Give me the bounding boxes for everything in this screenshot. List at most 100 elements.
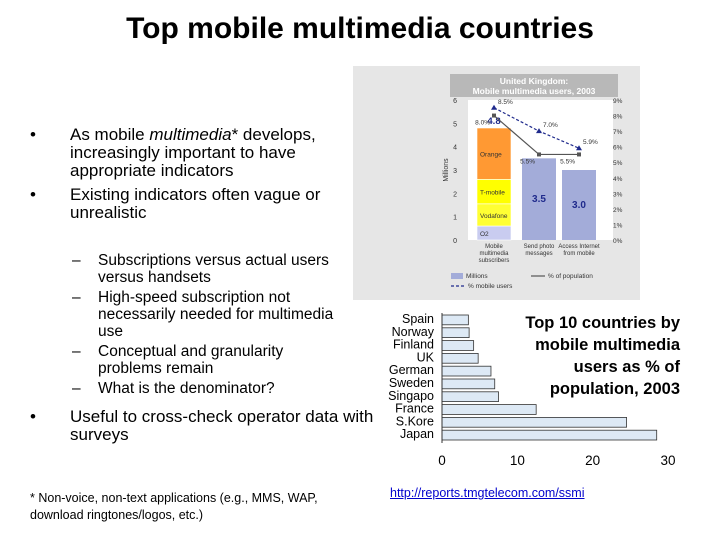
y2-tick-label: 1% bbox=[613, 222, 623, 229]
category-label: Singapo bbox=[388, 389, 434, 403]
bar bbox=[441, 391, 499, 403]
sub-bullet-text: What is the denominator? bbox=[98, 380, 275, 397]
y2-tick-label: 2% bbox=[613, 207, 623, 214]
bullet-glyph: • bbox=[30, 407, 36, 426]
y-tick-label: 4 bbox=[453, 145, 457, 152]
y2-tick-label: 5% bbox=[613, 160, 623, 167]
bullet-item: • Useful to cross-check operator data wi… bbox=[30, 408, 390, 444]
category-label: Mobile multimedia subscribers bbox=[479, 244, 510, 264]
bullet-text-post: * develops, increasingly important to ha… bbox=[70, 125, 316, 180]
y2-tick-label: 8% bbox=[613, 114, 623, 121]
bar bbox=[441, 353, 479, 364]
top10-bar-chart: SpainNorwayFinlandUKGermanSwedenSingapoF… bbox=[388, 312, 675, 468]
category-label: Norway bbox=[392, 325, 435, 339]
top10-chart-title: Top 10 countries by mobile multimedia us… bbox=[525, 314, 680, 398]
sub-bullet-item: – What is the denominator? bbox=[72, 380, 342, 397]
footnote: * Non-voice, non-text applications (e.g.… bbox=[30, 491, 318, 522]
bullet-glyph: • bbox=[30, 125, 36, 144]
y-axis-label: Millions bbox=[443, 158, 450, 182]
bar bbox=[441, 314, 469, 326]
x-tick-label: 30 bbox=[660, 453, 675, 468]
dash-glyph: – bbox=[72, 252, 81, 269]
stack-segment-label: Orange bbox=[480, 152, 502, 159]
line-point-label: 5.5% bbox=[560, 158, 575, 165]
sub-bullet-text: High-speed subscription not necessarily … bbox=[98, 289, 334, 340]
bar bbox=[562, 170, 596, 240]
bullet-glyph: • bbox=[30, 185, 36, 204]
y-tick-label: 1 bbox=[453, 215, 457, 222]
dash-glyph: – bbox=[72, 289, 81, 306]
line-marker bbox=[576, 145, 582, 151]
line-marker bbox=[491, 104, 497, 110]
source-link[interactable]: http://reports.tmgtelecom.com/ssmi bbox=[390, 486, 585, 500]
x-tick-label: 0 bbox=[438, 453, 446, 468]
x-tick-label: 20 bbox=[585, 453, 600, 468]
line-point-label: 8.0% bbox=[475, 120, 490, 127]
y-tick-label: 3 bbox=[453, 168, 457, 175]
category-label: Send photo messages bbox=[524, 244, 555, 257]
dash-glyph: – bbox=[72, 380, 81, 397]
bar-value-label: 3.5 bbox=[532, 194, 546, 205]
category-label: Spain bbox=[402, 312, 434, 326]
line-point-label: 5.9% bbox=[583, 139, 598, 146]
line-marker bbox=[577, 152, 581, 157]
y2-tick-label: 3% bbox=[613, 191, 623, 198]
x-tick-label: 10 bbox=[510, 453, 525, 468]
uk-multimedia-chart: United Kingdom: Mobile multimedia users, … bbox=[353, 66, 640, 300]
sub-bullet-text: Conceptual and granularity problems rema… bbox=[98, 343, 284, 377]
chart-title-box bbox=[450, 74, 618, 97]
category-label: France bbox=[395, 402, 434, 416]
sub-bullet-item: – Conceptual and granularity problems rem… bbox=[72, 343, 342, 377]
bar-value-label: 3.0 bbox=[572, 200, 586, 211]
y-tick-label: 6 bbox=[453, 98, 457, 105]
y2-tick-label: 7% bbox=[613, 129, 623, 136]
y2-tick-label: 0% bbox=[613, 238, 623, 245]
legend-label: Millions bbox=[466, 273, 488, 280]
bar-value-label: 4.8 bbox=[487, 116, 500, 127]
dash-glyph: – bbox=[72, 343, 81, 360]
stack-segment-label: Vodafone bbox=[480, 213, 508, 220]
y2-tick-label: 9% bbox=[613, 98, 623, 105]
stack-segment bbox=[476, 179, 512, 205]
bar bbox=[441, 417, 627, 428]
bullet-text: Existing indicators often vague or unrea… bbox=[70, 185, 321, 222]
bullet-list: • As mobile multimedia* develops, increa… bbox=[30, 126, 350, 228]
chart-title: United Kingdom: Mobile multimedia users, … bbox=[473, 76, 596, 96]
bar bbox=[522, 158, 556, 240]
y2-tick-label: 4% bbox=[613, 176, 623, 183]
category-label: S.Kore bbox=[396, 414, 434, 428]
line-marker bbox=[537, 152, 541, 157]
bullet-item: • As mobile multimedia* develops, increa… bbox=[30, 126, 350, 180]
bar bbox=[441, 327, 470, 338]
y-tick-label: 0 bbox=[453, 238, 457, 245]
stack-segment-label: O2 bbox=[480, 231, 489, 238]
category-label: Japan bbox=[400, 427, 434, 441]
bar bbox=[441, 340, 475, 351]
category-label: Access Internet from mobile bbox=[558, 244, 600, 257]
line-point-label: 8.5% bbox=[498, 99, 513, 106]
sub-bullet-text: Subscriptions versus actual users versus… bbox=[98, 252, 329, 286]
line-marker bbox=[492, 113, 496, 118]
stack-segment-label: T-mobile bbox=[480, 190, 505, 197]
bullet-text-em: multimedia bbox=[149, 125, 232, 144]
bar bbox=[441, 378, 496, 390]
bullet-item: • Existing indicators often vague or unr… bbox=[30, 186, 350, 222]
bar bbox=[441, 365, 492, 377]
legend-swatch bbox=[451, 273, 463, 279]
category-label: UK bbox=[417, 350, 435, 364]
category-label: Sweden bbox=[389, 376, 434, 390]
sub-bullet-item: – High-speed subscription not necessarily… bbox=[72, 289, 342, 340]
bullet-text: Useful to cross-check operator data with… bbox=[70, 407, 374, 444]
legend-label: % of population bbox=[548, 273, 593, 280]
line-point-label: 5.5% bbox=[520, 158, 535, 165]
page-title: Top mobile multimedia countries bbox=[126, 12, 594, 45]
line-marker bbox=[536, 128, 542, 134]
y-tick-label: 5 bbox=[453, 121, 457, 128]
sub-bullet-item: – Subscriptions versus actual users versu… bbox=[72, 252, 342, 286]
bar bbox=[441, 429, 658, 441]
y-tick-label: 2 bbox=[453, 191, 457, 198]
bullet-text-pre: As mobile bbox=[70, 125, 150, 144]
stack-segment bbox=[476, 127, 512, 180]
legend-label: % mobile users bbox=[468, 283, 513, 290]
bar bbox=[441, 404, 537, 415]
